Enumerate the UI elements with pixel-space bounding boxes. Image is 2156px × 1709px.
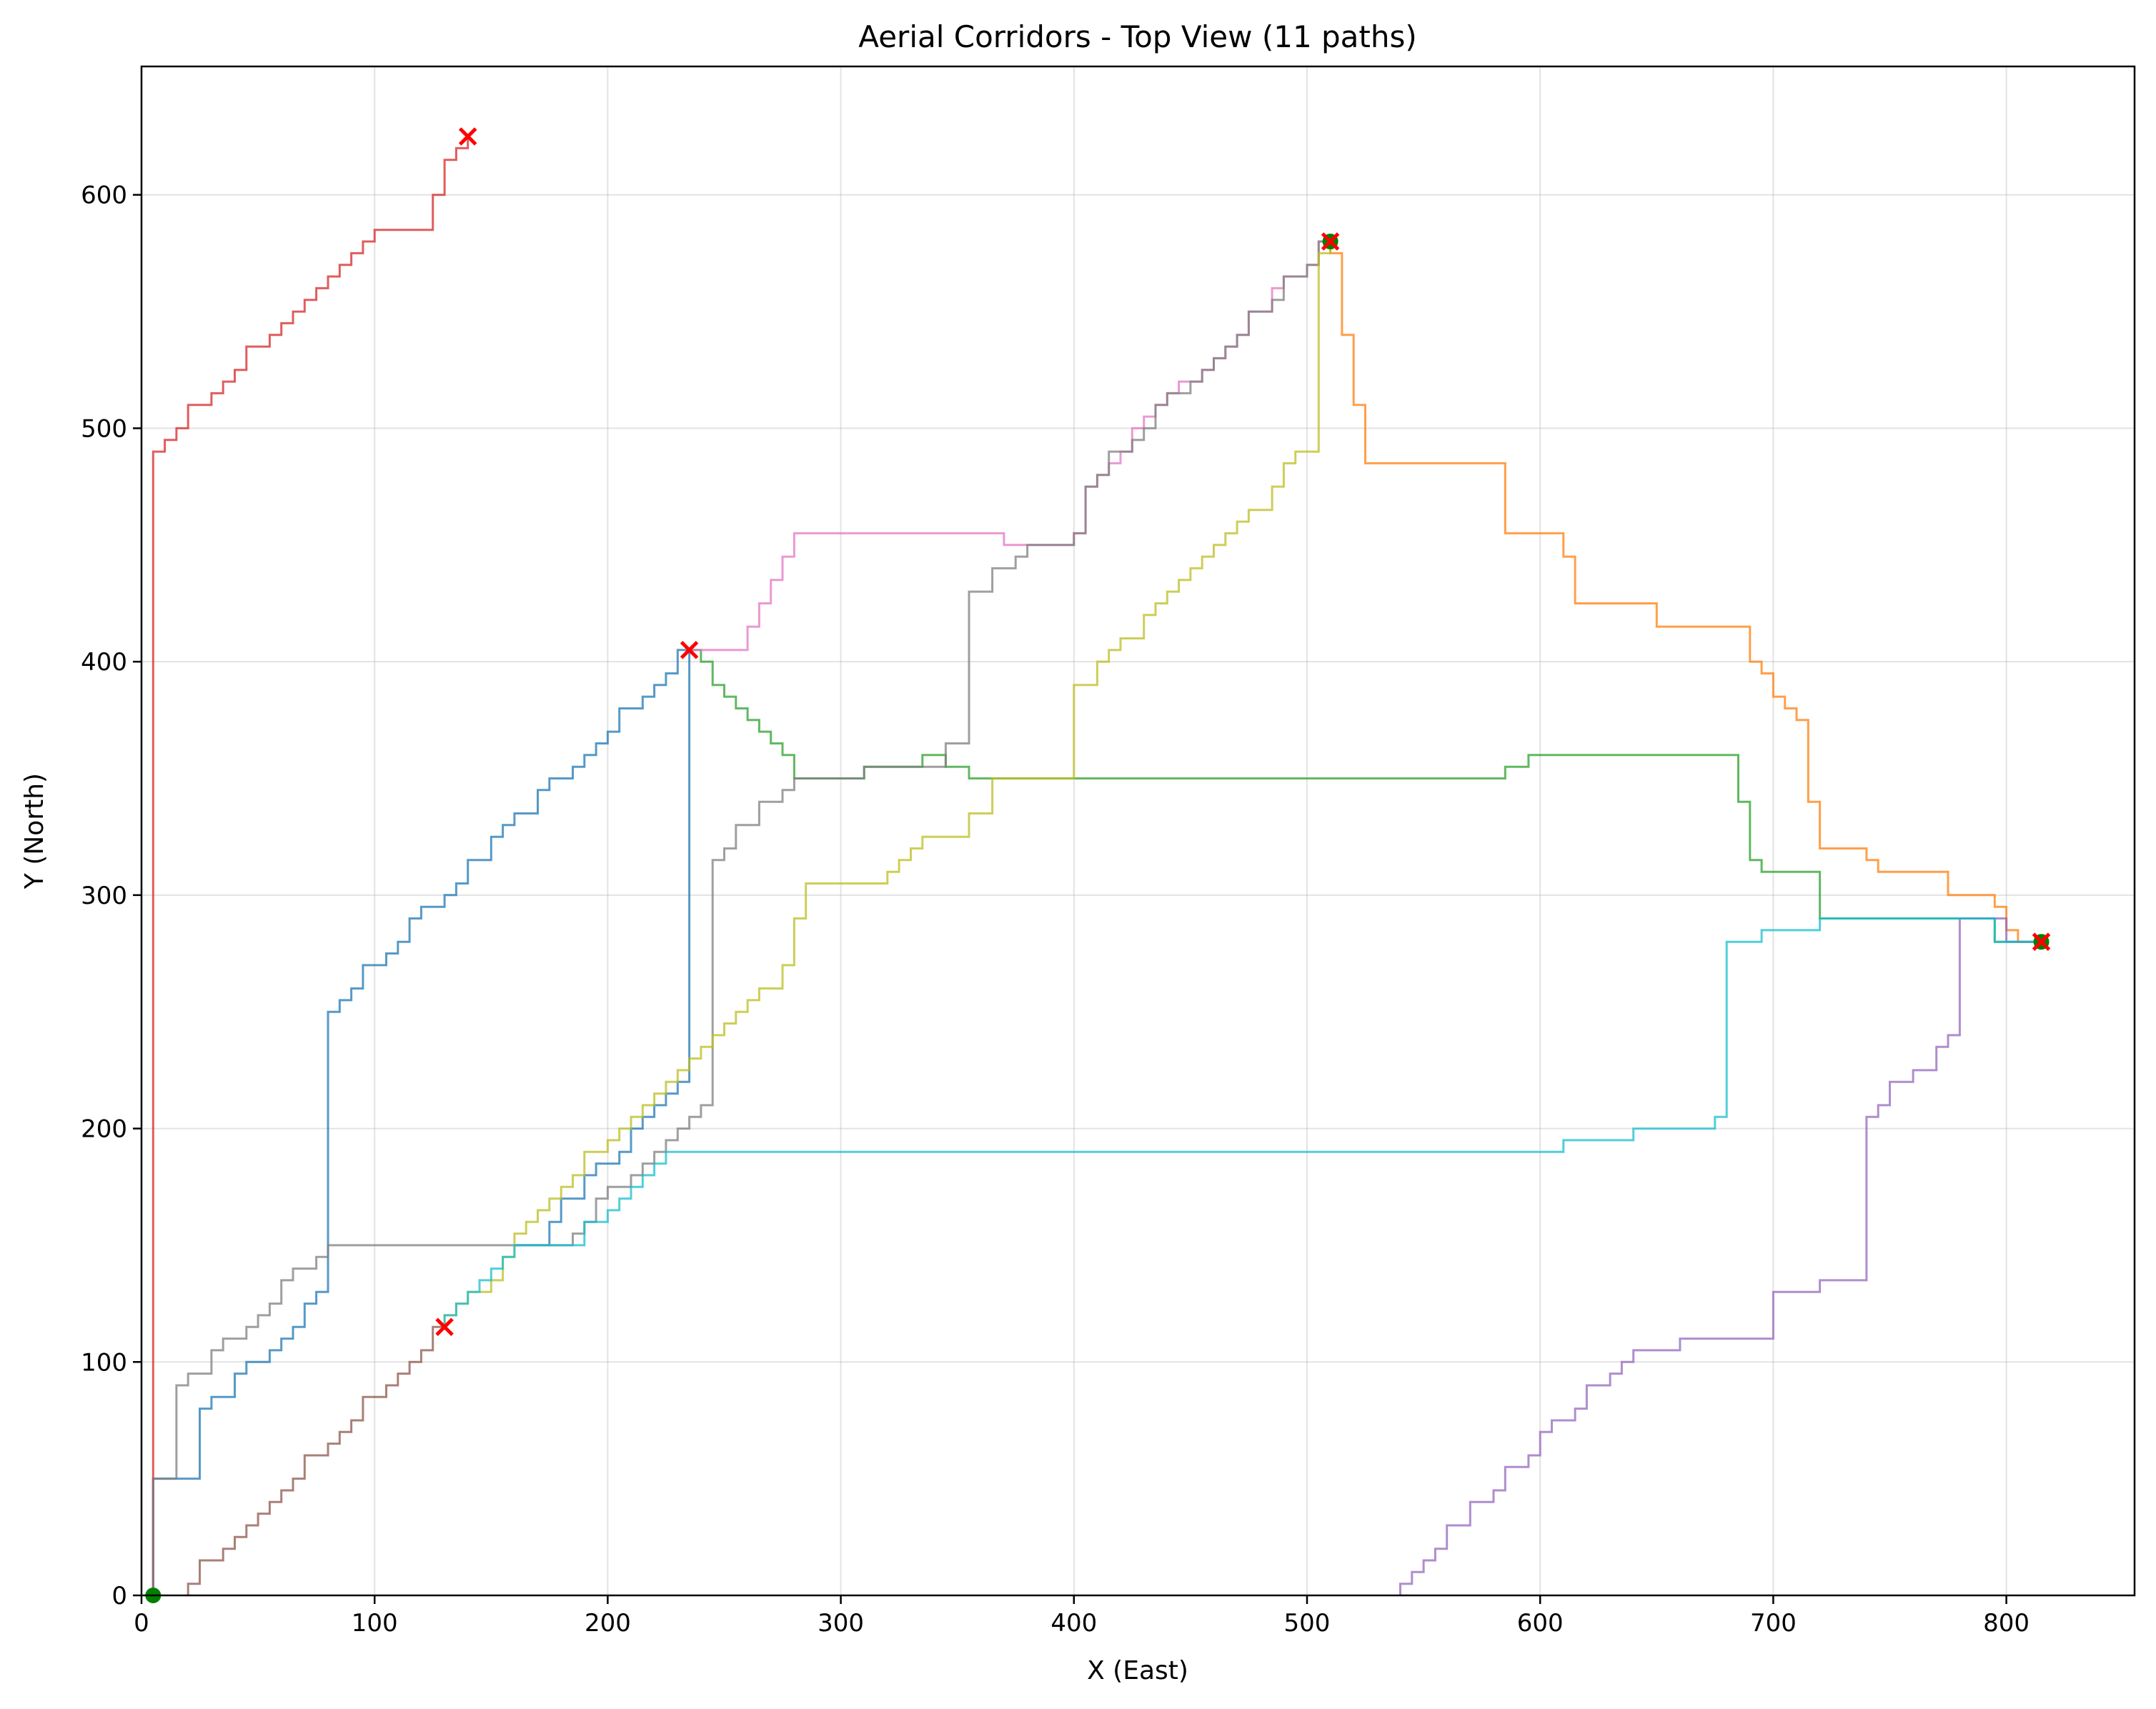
y-tick-label: 500 (81, 414, 127, 443)
path-series-2 (1329, 241, 2042, 943)
plot-frame (140, 65, 2136, 1597)
grid (141, 66, 2135, 1596)
y-tick-label: 400 (81, 648, 127, 677)
x-tick-label: 800 (1983, 1609, 2030, 1638)
path-series-4 (151, 136, 470, 1595)
x-tick-label: 200 (585, 1609, 631, 1638)
x-tick-label: 300 (818, 1609, 864, 1638)
chart-title: Aerial Corridors - Top View (11 paths) (858, 19, 1417, 54)
x-tick-label: 600 (1517, 1609, 1564, 1638)
x-tick-label: 100 (352, 1609, 398, 1638)
end-marker (458, 127, 477, 146)
x-tick-label: 700 (1750, 1609, 1797, 1638)
y-tick-label: 300 (81, 882, 127, 910)
x-tick-label: 0 (134, 1609, 149, 1638)
series-layer (151, 136, 2042, 1595)
path-series-7 (689, 240, 1331, 652)
end-marker (435, 1317, 454, 1337)
path-series-10 (443, 917, 2042, 1327)
end-marker (2032, 932, 2051, 951)
y-tick-label: 100 (81, 1348, 127, 1377)
end-marker (680, 641, 699, 659)
x-axis-label: X (East) (1087, 1656, 1188, 1685)
path-series-1 (151, 649, 691, 1595)
y-axis-label: Y (North) (20, 773, 49, 890)
path-series-8 (151, 240, 1331, 1595)
x-tick-label: 500 (1284, 1609, 1331, 1638)
path-series-9 (443, 241, 1332, 1327)
path-series-3 (689, 649, 2042, 943)
marker-layer (145, 127, 2051, 1603)
path-series-5 (1399, 917, 2042, 1595)
end-marker (1321, 232, 1340, 251)
x-tick-label: 400 (1050, 1609, 1097, 1638)
tick-layer: 0 100 200 300 400 500 600 700 800 0 100 200 300 400 50… (81, 181, 2030, 1638)
y-tick-label: 0 (111, 1582, 127, 1610)
y-tick-label: 600 (81, 181, 127, 210)
y-tick-label: 200 (81, 1115, 127, 1144)
path-series-6 (187, 1325, 445, 1595)
